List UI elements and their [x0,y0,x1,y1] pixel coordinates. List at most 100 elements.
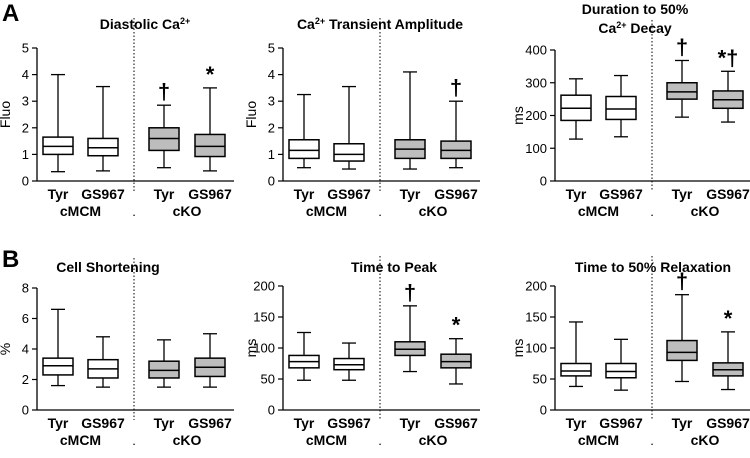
p3-box-1 [605,95,637,121]
p2-x-label-1: GS967 [327,186,371,202]
p5-x-label-2: Tyr [400,415,421,431]
p1-box-3 [194,133,226,158]
p6-x-label-0: Tyr [566,415,587,431]
p1-title: Diastolic Ca2+ [100,16,190,32]
p4-x-label-2: Tyr [154,415,175,431]
p3-separator-dot: . [650,204,654,219]
p1-y-tick-label-2: 2 [22,120,29,135]
p2-group-label-0: cMCM [306,203,347,219]
p3-significance-mark-3: *† [718,45,739,70]
p5-x-label-0: Tyr [294,415,315,431]
p1-group-label-1: cKO [173,203,202,219]
p4-y-tick-label-4: 8 [22,281,29,296]
p6-y-tick-label-3: 150 [525,310,547,325]
p1-y-tick-label-3: 3 [22,94,29,109]
p2-y-label: Fluo [243,101,259,128]
p5-x-label-1: GS967 [327,415,371,431]
p1-significance-mark-2: † [158,79,170,104]
p3-significance-mark-2: † [676,34,688,59]
panel-letter-a: A [2,0,20,27]
p4-group-label-1: cKO [173,432,202,448]
p3-box-2 [666,82,698,100]
p2-y-tick-label-2: 2 [268,120,275,135]
p4-box-2 [148,360,180,379]
p4-separator-dot: . [132,433,136,448]
p6-title: Time to 50% Relaxation [575,259,731,275]
p5-x-label-3: GS967 [434,415,478,431]
p2-y-tick-label-5: 5 [268,41,275,56]
p6-x-label-3: GS967 [706,415,750,431]
p2-x-label-0: Tyr [294,186,315,202]
p1-x-label-2: Tyr [154,186,175,202]
p5-y-tick-label-1: 50 [261,372,275,387]
p2-box-1 [333,143,365,162]
p3-y-label: ms [510,106,526,125]
p6-box-2 [666,339,698,362]
p6-y-tick-label-2: 100 [525,341,547,356]
p4-y-tick-label-0: 0 [22,403,29,418]
p6-box-0 [560,362,592,377]
p2-title: Ca2+ Transient Amplitude [297,16,463,32]
p4-y-label: % [0,343,13,355]
p2-group-label-1: cKO [419,203,448,219]
p3-y-tick-label-3: 300 [525,75,547,90]
p6-group-label-1: cKO [691,432,720,448]
p1-group-label-0: cMCM [60,203,101,219]
p6-box-1 [605,362,637,379]
p3-y-tick-label-2: 200 [525,108,547,123]
p1-x-label-0: Tyr [48,186,69,202]
p4-title: Cell Shortening [56,259,159,275]
p6-group-label-0: cMCM [578,432,619,448]
p2-x-label-3: GS967 [434,186,478,202]
p4-group-label-0: cMCM [60,432,101,448]
p3-y-tick-label-4: 400 [525,43,547,58]
p3-x-label-2: Tyr [672,186,693,202]
p2-y-tick-label-4: 4 [268,67,275,82]
p3-y-tick-label-1: 100 [525,141,547,156]
p2-y-tick-label-3: 3 [268,94,275,109]
p1-y-label: Fluo [0,101,13,128]
p4-x-label-3: GS967 [188,415,232,431]
p5-y-tick-label-0: 0 [268,403,275,418]
p3-x-label-0: Tyr [566,186,587,202]
p1-y-tick-label-1: 1 [22,147,29,162]
p2-separator-dot: . [378,204,382,219]
p1-y-tick-label-0: 0 [22,174,29,189]
p4-y-tick-label-2: 4 [22,342,29,357]
p6-y-label: ms [510,339,526,358]
p1-separator-dot: . [132,204,136,219]
p5-significance-mark-2: † [404,280,416,305]
p2-box-0 [288,139,320,160]
p5-y-tick-label-4: 200 [253,279,275,294]
p1-x-label-1: GS967 [81,186,125,202]
p3-x-label-1: GS967 [599,186,643,202]
p1-y-tick-label-4: 4 [22,67,29,82]
p6-y-tick-label-4: 200 [525,279,547,294]
p6-x-label-1: GS967 [599,415,643,431]
p3-group-label-1: cKO [691,203,720,219]
p5-y-tick-label-2: 100 [253,341,275,356]
p4-y-tick-label-3: 6 [22,311,29,326]
p5-group-label-0: cMCM [306,432,347,448]
p3-x-label-3: GS967 [706,186,750,202]
p3-group-label-0: cMCM [578,203,619,219]
p2-y-tick-label-0: 0 [268,174,275,189]
panel-letter-b: B [2,246,20,273]
p5-y-label: ms [243,339,259,358]
p6-y-tick-label-1: 50 [533,372,547,387]
p2-x-label-2: Tyr [400,186,421,202]
p5-separator-dot: . [378,433,382,448]
p3-y-tick-label-0: 0 [540,174,547,189]
p4-box-0 [42,357,74,376]
p5-significance-mark-3: * [452,313,461,338]
p1-x-label-3: GS967 [188,186,232,202]
p4-y-tick-label-1: 2 [22,372,29,387]
p5-group-label-1: cKO [419,432,448,448]
p5-y-tick-label-3: 150 [253,310,275,325]
p2-significance-mark-3: † [450,75,462,100]
p6-separator-dot: . [650,433,654,448]
p6-significance-mark-2: † [676,269,688,294]
p3-title-line2: Ca2+ Decay [598,20,672,36]
p5-title: Time to Peak [351,259,437,275]
